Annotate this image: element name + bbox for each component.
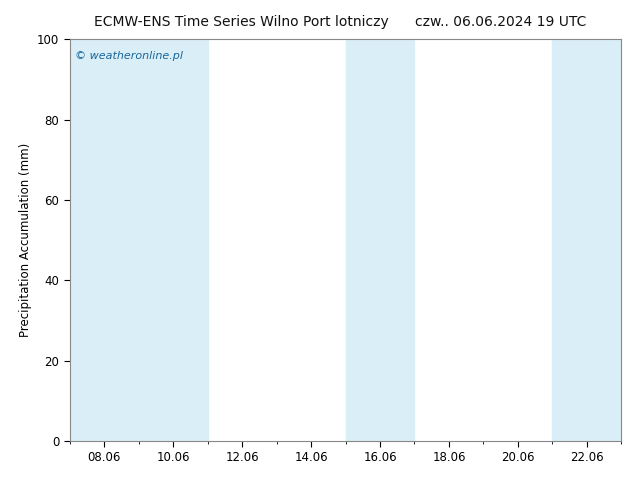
Bar <box>70 39 139 441</box>
Bar <box>346 39 415 441</box>
Bar <box>139 39 207 441</box>
Text: ECMW-ENS Time Series Wilno Port lotniczy: ECMW-ENS Time Series Wilno Port lotniczy <box>94 15 388 29</box>
Text: © weatheronline.pl: © weatheronline.pl <box>75 51 183 61</box>
Text: czw.. 06.06.2024 19 UTC: czw.. 06.06.2024 19 UTC <box>415 15 586 29</box>
Y-axis label: Precipitation Accumulation (mm): Precipitation Accumulation (mm) <box>18 143 32 337</box>
Bar <box>552 39 621 441</box>
